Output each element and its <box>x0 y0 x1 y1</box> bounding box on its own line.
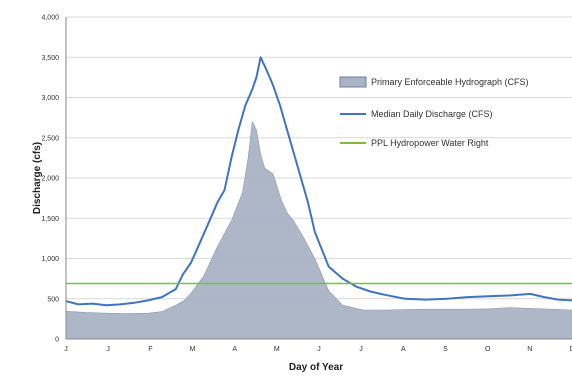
x-tick-label-2: F <box>148 346 152 353</box>
x-tick-label-8: A <box>401 346 406 353</box>
y-tick-label-2000: 2,000 <box>41 176 59 183</box>
x-tick-label-9: S <box>443 346 448 353</box>
axes <box>65 17 572 340</box>
legend-label-median: Median Daily Discharge (CFS) <box>371 109 493 119</box>
y-tick-label-1000: 1,000 <box>41 256 59 263</box>
y-tick-label-1500: 1,500 <box>41 216 59 223</box>
x-tick-label-12: D <box>569 346 572 353</box>
y-tick-labels: 0 500 1,000 1,500 2,000 2,500 3,000 3,500 4,000 <box>41 15 59 344</box>
y-tick-label-2500: 2,500 <box>41 135 59 142</box>
y-tick-label-3000: 3,000 <box>41 95 59 102</box>
legend-label-water-right: PPL Hydropower Water Right <box>371 138 489 148</box>
gridlines <box>66 16 572 300</box>
legend-label-area: Primary Enforceable Hydrograph (CFS) <box>371 77 529 87</box>
x-axis-title: Day of Year <box>289 362 343 373</box>
y-tick-label-3500: 3,500 <box>41 55 59 62</box>
x-tick-label-6: J <box>317 346 321 353</box>
x-tick-label-5: M <box>274 346 280 353</box>
y-tick-label-4000: 4,000 <box>41 15 59 22</box>
y-tick-label-500: 500 <box>47 296 59 303</box>
legend-swatch-area <box>339 76 367 88</box>
legend: Primary Enforceable Hydrograph (CFS) Med… <box>339 76 529 148</box>
y-tick-label-0: 0 <box>55 337 59 344</box>
x-tick-label-4: A <box>232 346 237 353</box>
x-tick-label-11: N <box>527 346 532 353</box>
line-series-1 <box>65 56 572 307</box>
x-tick-label-10: O <box>485 346 491 353</box>
x-tick-label-3: M <box>190 346 196 353</box>
line-series <box>65 56 572 307</box>
x-tick-label-0: J <box>64 346 68 353</box>
x-tick-label-1: J <box>106 346 110 353</box>
area-series <box>65 120 572 340</box>
x-tick-label-7: J <box>359 346 363 353</box>
area-series-0 <box>65 120 572 340</box>
y-axis-title: Discharge (cfs) <box>32 142 43 214</box>
